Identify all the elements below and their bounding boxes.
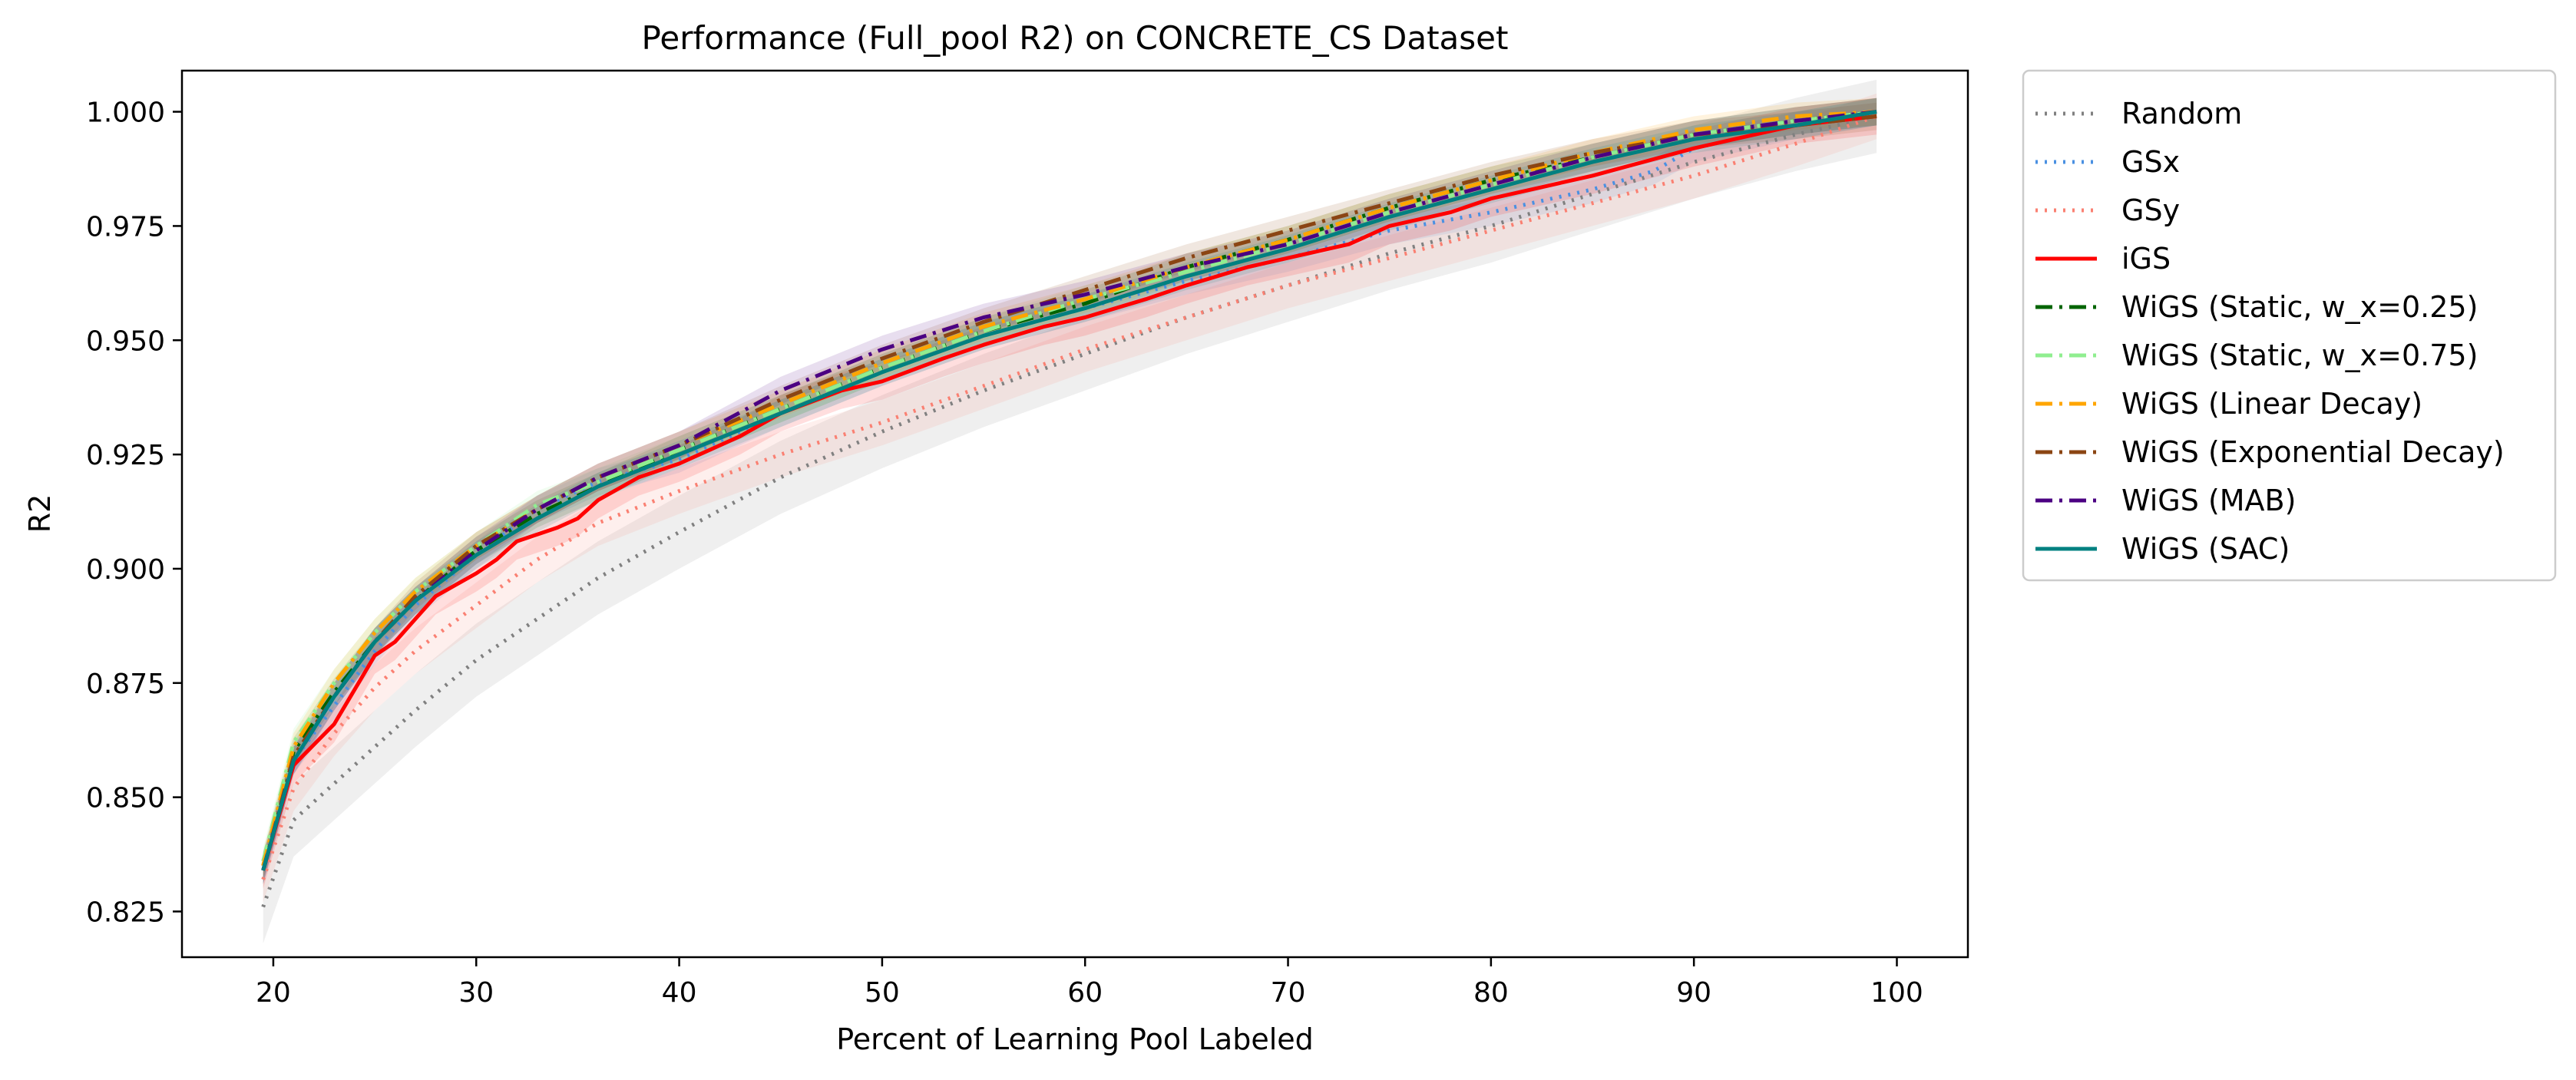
legend-item: WiGS (SAC) [2035,532,2290,566]
x-axis-ticks: 20 30 40 50 60 70 80 90 100 [256,957,1923,1009]
plot-area-frame [180,69,1969,959]
confidence-bands [263,79,1877,944]
y-tick-label: 0.900 [86,554,165,586]
y-tick-label: 0.875 [86,669,165,700]
y-tick-label: 0.950 [86,325,165,357]
legend-item: WiGS (Linear Decay) [2035,387,2422,421]
legend-label: WiGS (Exponential Decay) [2121,435,2505,469]
legend-item: Random [2035,97,2242,130]
x-tick-label: 20 [256,977,291,1009]
x-tick-label: 100 [1870,977,1923,1009]
series-line-9 [261,110,1877,871]
legend-label: WiGS (SAC) [2121,532,2290,566]
series-line-6 [261,110,1877,867]
legend-item: WiGS (Exponential Decay) [2035,435,2505,469]
legend-item: WiGS (Static, w_x=0.25) [2035,290,2478,324]
y-tick-label: 0.925 [86,440,165,471]
series-line-4 [261,110,1877,867]
x-tick-label: 90 [1676,977,1711,1009]
legend-label: WiGS (Static, w_x=0.25) [2121,290,2478,324]
legend-item: GSx [2035,145,2180,179]
legend-label: WiGS (MAB) [2121,484,2296,517]
band-0 [263,79,1877,944]
chart-title: Performance (Full_pool R2) on CONCRETE_C… [642,19,1509,57]
legend-label: WiGS (Static, w_x=0.75) [2121,339,2478,372]
x-tick-label: 70 [1271,977,1306,1009]
legend-label: WiGS (Linear Decay) [2121,387,2422,421]
y-tick-label: 0.825 [86,897,165,928]
series-line-8 [261,110,1877,871]
legend-item: WiGS (MAB) [2035,484,2296,517]
x-axis-label: Percent of Learning Pool Labeled [836,1022,1314,1056]
legend-label: Random [2121,97,2242,130]
series-line-5 [261,110,1877,862]
legend-label: GSx [2121,145,2180,179]
x-tick-label: 30 [458,977,494,1009]
series-line-2 [261,114,1877,880]
series-lines [261,110,1877,908]
series-line-7 [261,114,1877,871]
band-4 [263,97,1877,880]
y-tick-label: 1.000 [86,97,165,129]
x-tick-label: 60 [1067,977,1103,1009]
y-tick-label: 0.975 [86,211,165,243]
legend-frame [2022,69,2557,582]
legend-item: WiGS (Static, w_x=0.75) [2035,339,2478,372]
legend-item: iGS [2035,242,2171,276]
series-line-1 [261,110,1877,871]
y-axis-label: R2 [23,494,57,533]
series-line-3 [261,114,1877,871]
legend-item: GSy [2035,193,2180,227]
x-tick-label: 80 [1473,977,1509,1009]
legend-label: GSy [2121,193,2180,227]
x-tick-label: 50 [865,977,900,1009]
legend-label: iGS [2121,242,2171,276]
y-axis-ticks: 0.825 0.850 0.875 0.900 0.925 0.950 0.975 1.000 [86,97,182,928]
legend: Random GSx GSy iGS WiGS (Static, w_x=0.25) Wi… [2022,69,2557,582]
y-tick-label: 0.850 [86,783,165,814]
band-7 [263,102,1877,884]
x-tick-label: 40 [662,977,697,1009]
band-6 [263,97,1877,880]
series-line-0 [261,114,1877,908]
band-2 [263,93,1877,903]
